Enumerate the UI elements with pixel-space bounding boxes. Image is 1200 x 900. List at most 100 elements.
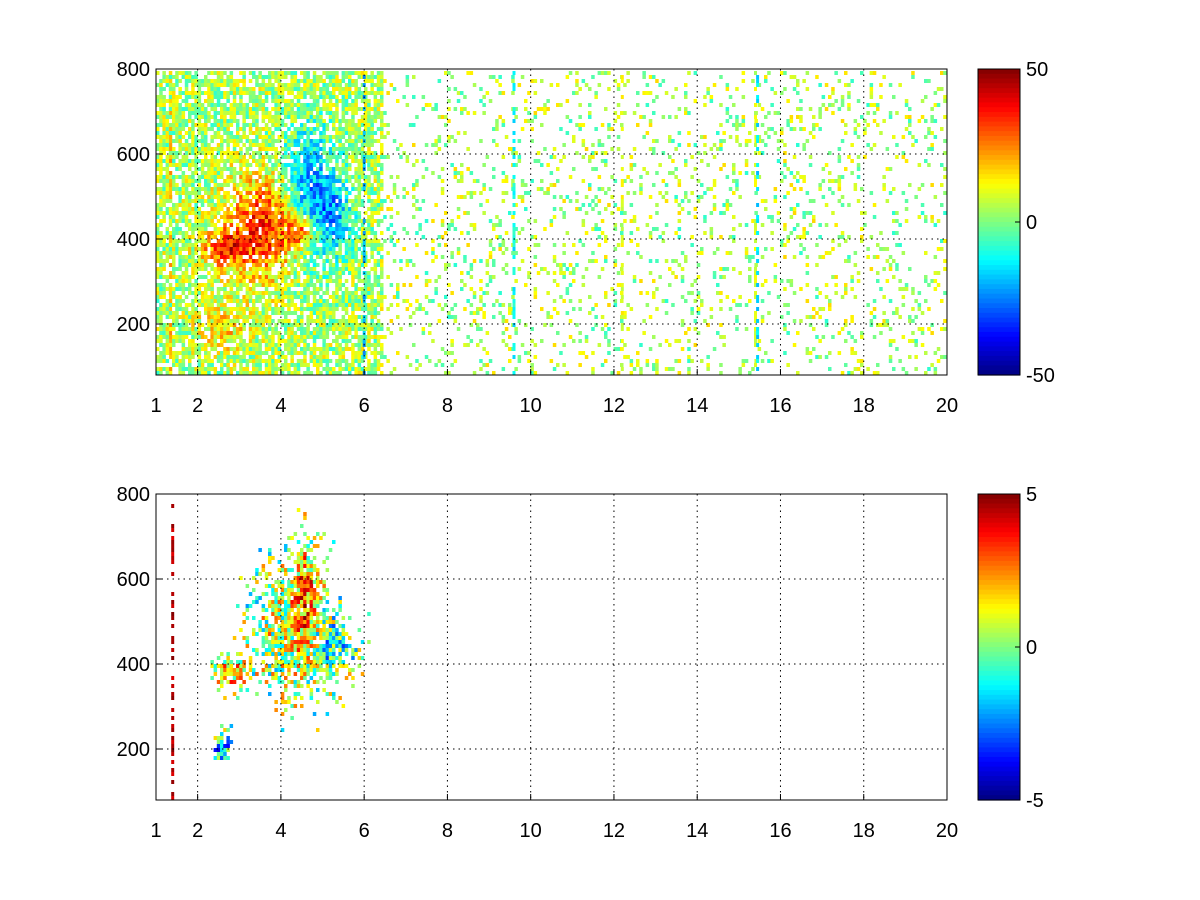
heatmap-cell: [360, 223, 365, 227]
heatmap-cell: [578, 87, 582, 91]
heatmap-cell: [373, 303, 378, 307]
heatmap-cell: [296, 199, 301, 203]
heatmap-cell: [300, 335, 304, 339]
heatmap-cell: [210, 171, 214, 175]
heatmap-cell: [488, 75, 493, 79]
heatmap-cell: [264, 263, 269, 267]
heatmap-cell: [540, 307, 544, 311]
heatmap-cell: [194, 91, 198, 95]
heatmap-cell: [376, 239, 381, 243]
heatmap-cell: [370, 367, 374, 371]
heatmap-cell: [258, 247, 262, 251]
heatmap-cell: [322, 319, 326, 323]
heatmap-cell: [296, 323, 301, 327]
heatmap-cell: [258, 215, 262, 219]
heatmap-cell: [364, 155, 368, 159]
heatmap-cell: [216, 131, 221, 135]
heatmap-cell: [354, 155, 358, 159]
heatmap-cell: [220, 171, 224, 175]
heatmap-cell: [197, 123, 202, 127]
heatmap-cell: [261, 203, 266, 207]
heatmap-cell: [284, 155, 288, 159]
heatmap-cell: [162, 335, 166, 339]
heatmap-cell: [175, 71, 179, 75]
heatmap-cell: [181, 335, 186, 339]
heatmap-cell: [220, 123, 224, 127]
heatmap-cell: [210, 91, 214, 95]
heatmap-cell: [226, 279, 230, 283]
heatmap-cell: [306, 127, 310, 131]
heatmap-cell: [360, 75, 365, 79]
heatmap-cell: [181, 75, 186, 79]
heatmap-cell: [341, 87, 346, 91]
heatmap-cell: [319, 215, 323, 219]
heatmap-cell: [444, 371, 448, 375]
heatmap-cell: [322, 343, 326, 347]
heatmap-cell: [175, 287, 179, 291]
heatmap-cell: [284, 203, 288, 207]
heatmap-cell: [287, 283, 291, 287]
heatmap-cell: [437, 235, 442, 239]
heatmap-cell: [348, 215, 352, 219]
heatmap-cell: [306, 283, 310, 287]
heatmap-cell: [213, 327, 218, 331]
heatmap-cell: [188, 275, 192, 279]
heatmap-cell: [303, 219, 307, 223]
heatmap-cell: [200, 199, 205, 203]
heatmap-cell: [303, 251, 307, 255]
heatmap-cell: [453, 315, 458, 319]
heatmap-cell: [450, 223, 454, 227]
heatmap-cell: [296, 231, 301, 235]
heatmap-cell: [341, 315, 346, 319]
heatmap-cell: [156, 291, 160, 295]
heatmap-cell: [261, 307, 266, 311]
heatmap-cell: [287, 179, 291, 183]
heatmap-cell: [274, 351, 278, 355]
heatmap-cell: [156, 367, 160, 371]
heatmap-cell: [274, 371, 278, 375]
heatmap-cell: [220, 315, 224, 319]
heatmap-cell: [290, 255, 294, 259]
heatmap-cell: [341, 163, 346, 167]
heatmap-cell: [162, 87, 166, 91]
heatmap-cell: [338, 363, 342, 367]
heatmap-cell: [325, 211, 330, 215]
heatmap-cell: [255, 231, 259, 235]
heatmap-cell: [364, 119, 368, 123]
heatmap-cell: [194, 283, 198, 287]
heatmap-cell: [578, 299, 582, 303]
heatmap-cell: [303, 111, 307, 115]
heatmap-cell: [200, 299, 205, 303]
heatmap-cell: [300, 147, 304, 151]
heatmap-cell: [332, 311, 336, 315]
heatmap-cell: [252, 219, 256, 223]
heatmap-cell: [312, 83, 317, 87]
heatmap-cell: [159, 355, 163, 359]
heatmap-cell: [277, 79, 282, 83]
heatmap-cell: [271, 183, 275, 187]
heatmap-cell: [293, 319, 298, 323]
heatmap-cell: [184, 155, 189, 159]
heatmap-cell: [236, 155, 240, 159]
heatmap-cell: [210, 83, 214, 87]
heatmap-cell: [220, 351, 224, 355]
heatmap-cell: [277, 119, 282, 123]
heatmap-cell: [200, 259, 205, 263]
heatmap-cell: [274, 95, 278, 99]
heatmap-cell: [335, 227, 339, 231]
heatmap-cell: [373, 359, 378, 363]
heatmap-cell: [216, 207, 221, 211]
heatmap-cell: [546, 315, 550, 319]
heatmap-cell: [309, 119, 314, 123]
heatmap-cell: [277, 355, 282, 359]
heatmap-cell: [271, 355, 275, 359]
heatmap-cell: [415, 159, 419, 163]
heatmap-cell: [159, 307, 163, 311]
heatmap-cell: [236, 123, 240, 127]
heatmap-cell: [239, 323, 243, 327]
heatmap-cell: [328, 175, 333, 179]
heatmap-cell: [197, 103, 202, 107]
heatmap-cell: [181, 275, 186, 279]
heatmap-cell: [252, 231, 256, 235]
heatmap-cell: [175, 103, 179, 107]
